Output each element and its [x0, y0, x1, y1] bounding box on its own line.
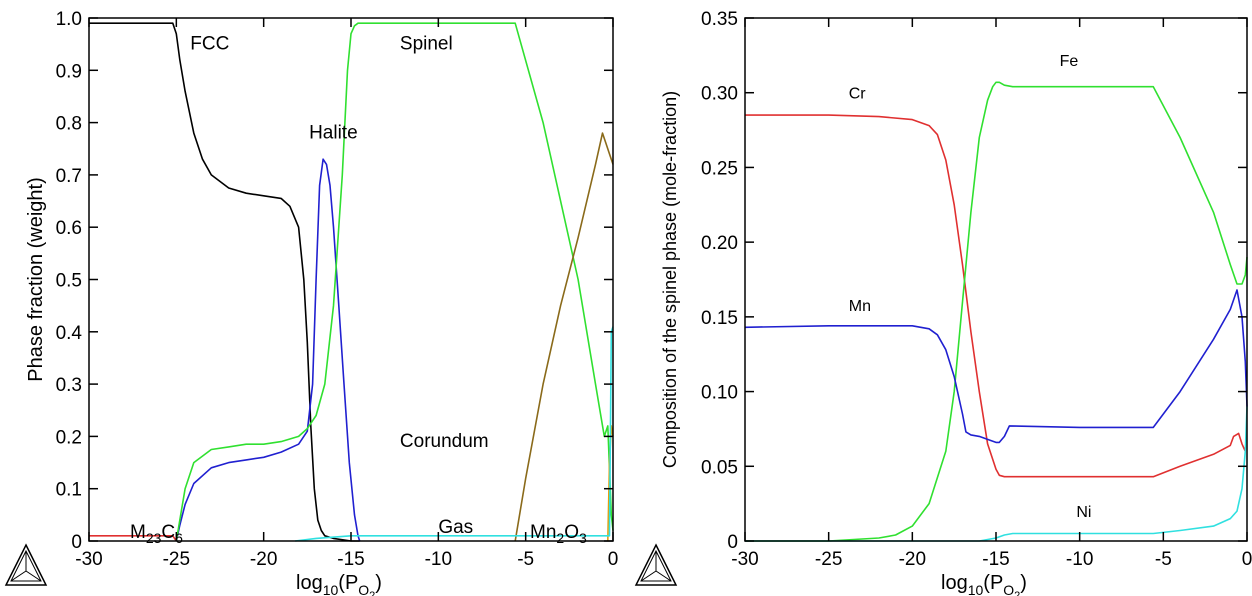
y-tick-label: 0.30 — [701, 84, 738, 105]
x-tick-label: -25 — [163, 549, 190, 570]
series-line-fe — [745, 81, 1248, 542]
phase-fraction-lines — [89, 22, 614, 542]
y-tick-label: 0.05 — [701, 457, 738, 478]
y-tick-label: 0.25 — [701, 158, 738, 179]
x-axis-label: log10(PO2) — [941, 572, 1027, 596]
y-tick-label: 0.8 — [56, 114, 82, 135]
y-tick-label: 0.20 — [701, 233, 738, 254]
plot-frame — [88, 17, 614, 542]
y-tick-label: 0.3 — [56, 375, 82, 396]
series-line-corundum — [514, 132, 614, 542]
x-tick-label: -30 — [731, 549, 758, 570]
spinel-composition-lines — [744, 81, 1248, 542]
x-tick-label: -20 — [250, 549, 277, 570]
curve-label-fe: Fe — [1060, 53, 1079, 70]
label-m23c6: M23C6 — [130, 522, 183, 546]
x-tick-label: -10 — [1066, 549, 1093, 570]
axis-ticks: -30 -25 -20 -15 -10 -5 0 0 0.05 0.10 0.15 0.20 0.25 0… — [701, 9, 1252, 570]
x-tick-label: -20 — [899, 549, 926, 570]
axis-ticks: -30 -25 -20 -15 -10 -5 0 0 0.1 0.2 0.3 0.4 0.5 0.6 0.7… — [56, 9, 619, 570]
curve-labels: Cr Fe Mn Ni — [849, 53, 1092, 521]
x-tick-label: 0 — [1242, 549, 1252, 570]
curve-label-ni: Ni — [1076, 504, 1091, 521]
y-tick-label: 0.7 — [56, 166, 82, 187]
x-tick-label: -15 — [982, 549, 1009, 570]
y-tick-label: 0 — [727, 532, 738, 553]
spinel-composition-chart: -30 -25 -20 -15 -10 -5 0 0 0.05 0.10 0.15 0.20 0.25 0… — [660, 9, 1252, 596]
x-tick-label: 0 — [608, 549, 619, 570]
curve-label-mn: Mn — [849, 298, 871, 315]
curve-label-spinel: Spinel — [400, 33, 453, 54]
y-tick-label: 1.0 — [56, 9, 82, 30]
y-tick-label: 0 — [71, 532, 82, 553]
series-line-halite — [175, 158, 361, 542]
x-tick-label: -30 — [75, 549, 102, 570]
x-tick-label: -25 — [815, 549, 842, 570]
x-tick-label: -15 — [337, 549, 364, 570]
plot-frame — [744, 17, 1248, 542]
curve-labels: FCC Spinel Halite Corundum Gas — [190, 33, 488, 538]
series-line-ni — [745, 406, 1248, 542]
y-tick-label: 0.1 — [56, 480, 82, 501]
y-tick-label: 0.10 — [701, 383, 738, 404]
curve-label-fcc: FCC — [190, 33, 229, 54]
y-axis-label: Composition of the spinel phase (mole-fr… — [660, 91, 680, 468]
series-line-m23c6 — [89, 534, 177, 542]
y-tick-label: 0.9 — [56, 61, 82, 82]
series-line-mn — [744, 289, 1248, 444]
curve-label-gas: Gas — [438, 517, 473, 538]
triangle-logo-icon — [4, 543, 48, 586]
phase-fraction-chart: -30 -25 -20 -15 -10 -5 0 0 0.1 0.2 0.3 0.4 0.5 0.6 0.7… — [25, 9, 618, 596]
label-mn2o3: Mn2O3 — [530, 522, 587, 546]
y-tick-label: 0.35 — [701, 9, 738, 30]
y-tick-label: 0.4 — [56, 323, 83, 344]
curve-label-cr: Cr — [849, 86, 867, 103]
x-tick-label: -5 — [517, 549, 534, 570]
x-axis-label: log10(PO2) — [296, 572, 382, 596]
series-line-fcc — [89, 22, 360, 542]
triangle-logo-icon — [634, 543, 678, 586]
x-tick-label: -10 — [425, 549, 452, 570]
x-tick-label: -5 — [1155, 549, 1172, 570]
y-axis-label: Phase fraction (weight) — [25, 177, 47, 382]
y-tick-label: 0.2 — [56, 427, 82, 448]
y-tick-label: 0.5 — [56, 271, 82, 292]
series-line-cr — [745, 114, 1247, 478]
curve-label-corundum: Corundum — [400, 431, 489, 452]
series-line-spinel — [175, 22, 614, 542]
y-tick-label: 0.15 — [701, 308, 738, 329]
curve-label-halite: Halite — [309, 122, 358, 143]
y-tick-label: 0.6 — [56, 218, 82, 239]
